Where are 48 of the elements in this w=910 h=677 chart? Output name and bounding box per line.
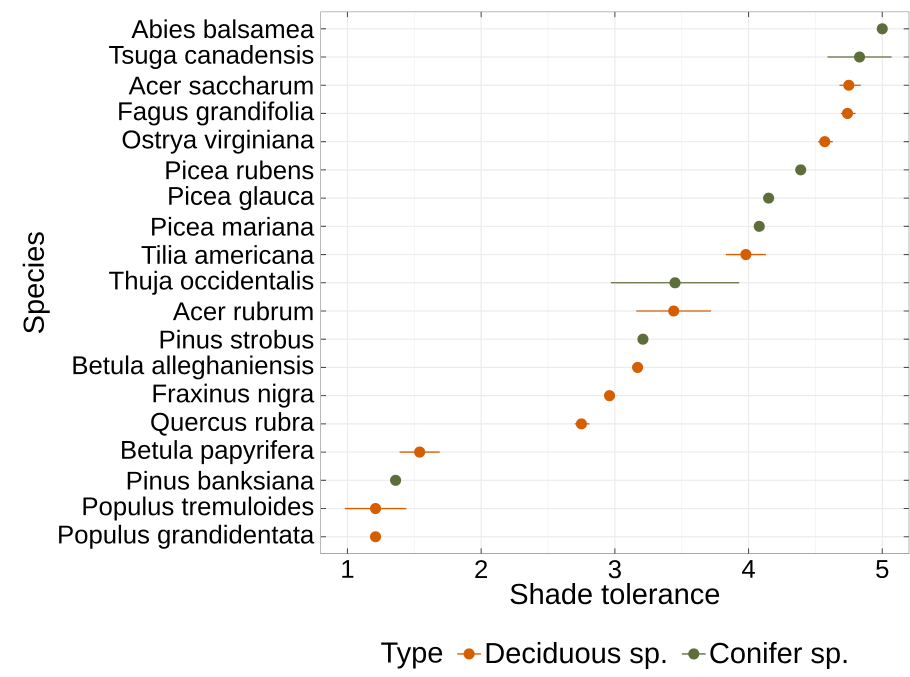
y-tick-label: Quercus rubra	[151, 412, 314, 436]
x-tick-label: 3	[608, 560, 621, 578]
y-tick-label: Picea rubens	[166, 160, 314, 180]
y-tick-label: Betula alleghaniensis	[73, 355, 314, 380]
y-tick-label: Abies balsamea	[131, 19, 314, 38]
y-tick-label: Betula papyrifera	[122, 440, 314, 464]
x-tick-label: 5	[876, 560, 888, 578]
x-tick-label: 4	[742, 560, 755, 578]
y-tick-label: Fraxinus nigra	[154, 384, 314, 408]
x-axis-title: Shade tolerance	[510, 582, 720, 604]
point	[669, 277, 681, 288]
y-tick-label: Tilia americana	[142, 244, 314, 264]
point	[668, 305, 680, 316]
y-tick-label: Tsuga canadensis	[109, 44, 314, 69]
point	[795, 164, 806, 176]
x-tick-label: 2	[475, 560, 488, 578]
legend-label: Deciduous sp.	[486, 642, 666, 669]
point	[843, 80, 854, 91]
point	[370, 531, 382, 542]
point	[876, 23, 888, 34]
point	[370, 502, 382, 514]
y-tick-label: Thuja occidentalis	[109, 270, 314, 295]
point	[754, 220, 765, 232]
y-tick-label: Fagus grandifolia	[119, 101, 314, 126]
y-tick-label: Pinus banksiana	[128, 470, 314, 490]
y-tick-label: Ostrya virginiana	[122, 130, 314, 154]
y-axis-title: Species	[22, 232, 50, 333]
point	[842, 108, 854, 119]
point	[763, 192, 774, 204]
point	[632, 362, 644, 373]
y-tick-label: Acer saccharum	[128, 76, 313, 95]
legend-title: Type	[381, 642, 442, 668]
y-tick-label: Picea glauca	[169, 186, 314, 210]
point	[740, 248, 752, 260]
x-tick-label: 1	[342, 560, 354, 578]
y-tick-label: Acer rubrum	[172, 301, 313, 320]
legend-label: Conifer sp.	[710, 642, 846, 669]
y-tick-label: Populus tremuloides	[83, 496, 314, 520]
point	[576, 418, 587, 430]
y-tick-label: Picea mariana	[152, 216, 314, 236]
point	[390, 474, 402, 486]
y-tick-label: Populus grandidentata	[59, 524, 314, 549]
point	[819, 136, 830, 148]
point	[604, 390, 616, 402]
point	[637, 334, 648, 345]
point	[854, 51, 866, 62]
point	[414, 446, 426, 458]
y-tick-label: Pinus strobus	[160, 330, 314, 349]
